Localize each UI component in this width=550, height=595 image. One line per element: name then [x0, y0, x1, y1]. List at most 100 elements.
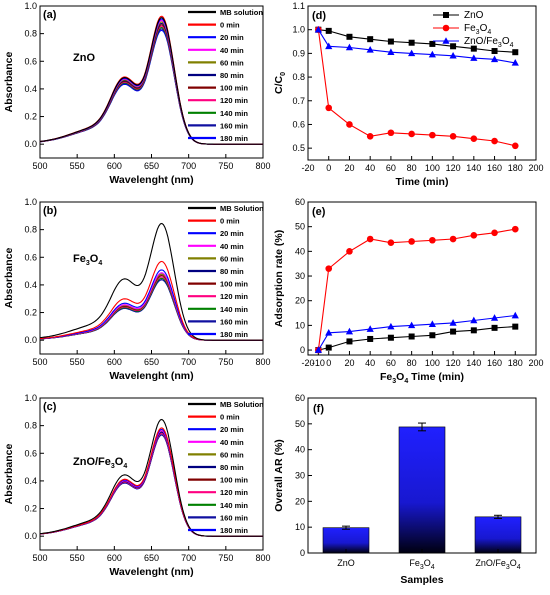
x-axis-label: Wavelenght (nm)	[109, 174, 193, 186]
y-tick-label: 0.8	[24, 421, 37, 431]
x-tick-label: 550	[70, 357, 85, 367]
spectrum-curve	[39, 418, 263, 537]
y-tick-label: 0.4	[24, 476, 37, 486]
data-point-circle	[449, 235, 457, 243]
y-tick-label: 1.0	[24, 393, 37, 403]
bar	[398, 426, 446, 554]
legend-entry: 120 min	[220, 96, 248, 105]
data-point-triangle	[442, 37, 450, 44]
y-tick-label: 0.9	[292, 48, 305, 58]
legend-entry: 40 min	[220, 46, 244, 55]
y-tick-label: 0.4	[24, 84, 37, 94]
legend-entry: 0 min	[220, 217, 240, 226]
data-point-square	[429, 40, 436, 47]
data-point-triangle	[511, 59, 519, 66]
y-tick-label: 0.2	[24, 112, 37, 122]
x-tick-label: 550	[70, 161, 85, 171]
y-tick-label: 1.1	[292, 1, 305, 11]
data-point-circle	[325, 104, 333, 112]
legend-entry: ZnO/Fe3O4	[464, 36, 514, 49]
data-point-square	[470, 327, 477, 334]
y-tick-label: 0.0	[24, 335, 37, 345]
y-axis-label: C/C0	[273, 72, 287, 94]
panel-label: (f)	[313, 403, 324, 415]
x-tick-label: 160	[487, 358, 502, 368]
y-tick-label: 20	[295, 296, 305, 306]
x-tick-label: 600	[107, 161, 122, 171]
data-point-square	[429, 332, 436, 339]
data-point-triangle	[428, 320, 436, 327]
data-point-circle	[449, 133, 457, 140]
data-point-circle	[442, 24, 450, 32]
y-tick-label: 50	[295, 419, 305, 429]
series-line	[318, 326, 516, 351]
kinetics-panel-d: -20 0 20 40 60 80 100 120 140 160 180 200 0.5 0.6 0.7 0…	[273, 1, 544, 188]
category-label: Fe3O4	[409, 558, 434, 571]
y-axis-label: Absorbance	[3, 248, 15, 309]
x-tick-label: 100	[425, 358, 440, 368]
spectrum-curve	[39, 222, 263, 341]
data-point-triangle	[470, 316, 478, 324]
legend-entry: 180 min	[220, 330, 248, 339]
legend-entry: 0 min	[220, 413, 240, 422]
x-tick-label: 20	[344, 358, 354, 368]
data-point-square	[346, 33, 353, 40]
data-point-square	[408, 333, 415, 340]
y-axis-label: Adsorption rate (%)	[273, 230, 285, 327]
data-point-square	[443, 12, 449, 18]
panel-label: (b)	[43, 205, 57, 217]
y-tick-label: 40	[295, 445, 305, 455]
legend-entry: Fe3O4	[464, 23, 491, 36]
data-point-triangle	[470, 54, 478, 61]
data-point-square	[450, 328, 457, 335]
legend-entry: 20 min	[220, 425, 244, 434]
x-tick-label: 80	[407, 358, 417, 368]
x-tick-label: 650	[144, 553, 159, 563]
y-tick-label: 0.8	[24, 29, 37, 39]
x-tick-label: 80	[407, 163, 417, 173]
spectra-panel-c: 500 550 600 650 700 750 800 0.0 0.2 0.4 0.6 0.8 1.0 W…	[3, 393, 271, 578]
x-axis-label: Fe3O4 Time (min)	[380, 371, 464, 385]
y-tick-label: 10	[295, 522, 305, 532]
panel-label: (c)	[43, 401, 57, 413]
x-tick-label: 800	[255, 357, 270, 367]
bar	[474, 516, 522, 554]
y-axis-label: Overall AR (%)	[273, 439, 285, 512]
x-axis-label: Wavelenght (nm)	[109, 370, 193, 382]
legend-entry: 80 min	[220, 71, 244, 80]
x-tick-label: 140	[466, 163, 481, 173]
x-tick-label: 120	[446, 358, 461, 368]
y-tick-label: 0	[300, 548, 305, 558]
legend-entry: 120 min	[220, 292, 248, 301]
x-tick-label: 750	[218, 553, 233, 563]
y-tick-label: 50	[295, 222, 305, 232]
sample-annotation: ZnO/Fe3O4	[73, 456, 127, 470]
x-tick-label: 40	[365, 358, 375, 368]
data-point-square	[367, 335, 374, 342]
data-point-triangle	[345, 43, 354, 51]
legend-entry: 160 min	[220, 121, 248, 130]
legend-entry: 180 min	[220, 526, 248, 535]
legend-entry: 140 min	[220, 109, 248, 118]
x-axis-label: Time (min)	[396, 176, 449, 188]
x-tick-label: 60	[386, 163, 396, 173]
x-tick-label: -20	[301, 163, 314, 173]
x-tick-label: -20	[301, 358, 314, 368]
data-point-square	[387, 38, 394, 45]
data-point-circle	[408, 130, 415, 138]
legend-entry: ZnO	[464, 10, 484, 21]
x-tick-label: 800	[255, 553, 270, 563]
x-tick-label: 500	[32, 161, 47, 171]
legend-entry: 100 min	[220, 476, 248, 485]
x-tick-label: 200	[528, 358, 543, 368]
data-point-square	[512, 323, 519, 330]
y-tick-label: 30	[295, 471, 305, 481]
data-point-circle	[325, 265, 333, 272]
data-point-circle	[366, 235, 374, 243]
data-point-circle	[491, 137, 498, 145]
x-tick-label: 700	[181, 357, 196, 367]
data-point-triangle	[325, 328, 333, 336]
y-tick-label: 0.5	[292, 143, 305, 153]
data-point-square	[491, 324, 498, 331]
data-point-square	[408, 39, 415, 46]
